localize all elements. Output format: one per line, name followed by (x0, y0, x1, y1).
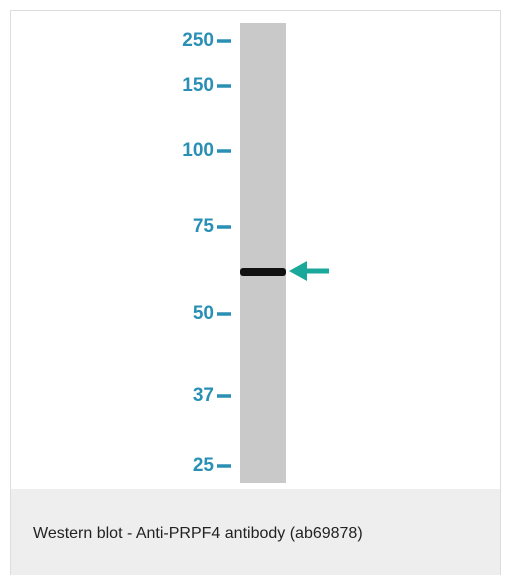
marker-ladder: 250 150 100 75 50 37 25 (182, 30, 231, 476)
lane (240, 23, 286, 483)
marker-label: 25 (193, 455, 215, 476)
marker-label: 100 (182, 140, 214, 161)
figure-frame: 250 150 100 75 50 37 25 Western blot - Anti-PR… (10, 10, 501, 575)
arrow (289, 261, 329, 281)
caption: Western blot - Anti-PRPF4 antibody (ab69… (33, 525, 363, 543)
caption-box: Western blot - Anti-PRPF4 antibody (ab69… (11, 489, 500, 575)
marker-label: 75 (193, 216, 215, 237)
marker-label: 50 (193, 303, 214, 324)
marker-label: 150 (182, 75, 214, 96)
page: {"figure": {"markers": ["250", "150", "1… (0, 0, 511, 575)
marker-label: 250 (182, 30, 214, 51)
blot-image: 250 150 100 75 50 37 25 (11, 11, 500, 489)
band (240, 268, 286, 276)
marker-label: 37 (193, 385, 214, 406)
